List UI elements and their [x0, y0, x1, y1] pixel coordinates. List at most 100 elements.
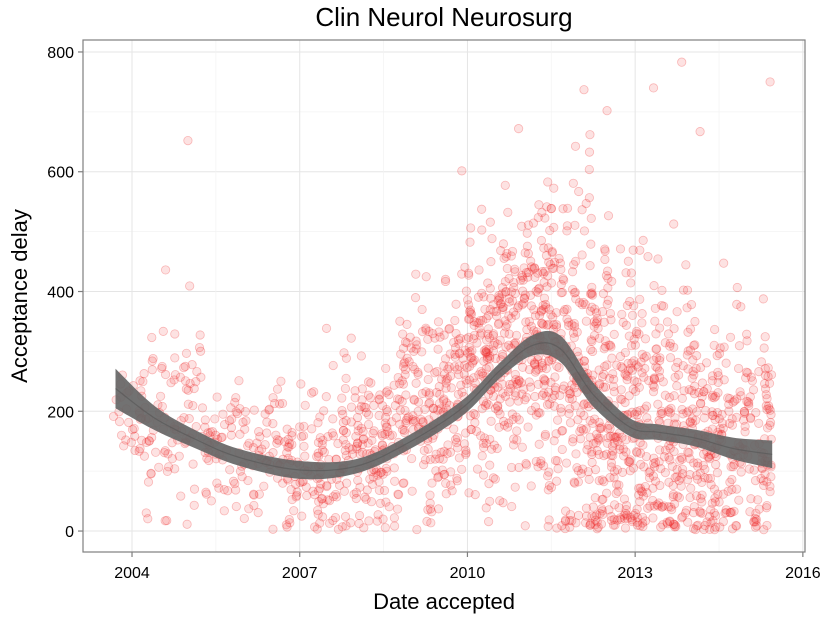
data-point: [710, 415, 720, 425]
data-point: [476, 328, 486, 338]
data-point: [655, 372, 665, 383]
data-point: [671, 362, 681, 373]
data-point: [310, 522, 320, 532]
data-point: [763, 372, 773, 382]
data-point: [410, 416, 421, 426]
data-point: [551, 322, 562, 332]
data-point: [691, 471, 702, 481]
data-point: [455, 348, 465, 358]
data-point: [666, 403, 676, 413]
data-point: [672, 464, 682, 475]
data-point: [729, 396, 740, 406]
data-point: [492, 311, 502, 321]
data-point: [519, 293, 529, 303]
data-point: [500, 276, 510, 287]
data-point: [500, 316, 510, 326]
data-point: [533, 462, 543, 472]
data-point: [374, 476, 384, 487]
data-point: [612, 360, 622, 370]
data-point: [424, 399, 434, 409]
data-point: [749, 517, 759, 527]
data-point: [496, 299, 506, 309]
data-point: [108, 411, 119, 422]
data-point: [397, 396, 407, 407]
data-point: [264, 405, 274, 415]
data-point: [530, 272, 540, 282]
data-point: [511, 338, 521, 348]
data-point: [718, 423, 728, 434]
data-point: [562, 314, 572, 324]
data-point: [547, 248, 557, 258]
data-point: [372, 516, 382, 526]
data-point: [486, 416, 496, 426]
data-point: [238, 417, 248, 427]
data-point: [530, 263, 540, 274]
data-point: [635, 405, 645, 416]
data-point: [693, 520, 703, 530]
data-point: [584, 164, 594, 175]
data-point: [591, 318, 601, 329]
data-point: [533, 379, 543, 390]
data-point: [756, 473, 766, 484]
data-point: [379, 485, 390, 496]
data-point: [284, 439, 295, 449]
data-point: [622, 513, 633, 524]
data-point: [312, 505, 323, 516]
data-point: [677, 454, 687, 464]
data-point: [170, 464, 180, 474]
data-point: [663, 502, 673, 512]
data-point: [299, 421, 309, 431]
data-point: [381, 412, 391, 423]
data-point: [635, 496, 645, 507]
data-point: [527, 355, 537, 365]
data-point: [224, 416, 235, 426]
data-point: [391, 413, 402, 423]
data-point: [601, 449, 612, 459]
data-point: [463, 268, 474, 278]
data-point: [588, 370, 598, 380]
data-point: [604, 505, 614, 515]
data-point: [381, 363, 391, 374]
data-point: [536, 458, 546, 469]
data-point: [439, 469, 450, 479]
data-point: [129, 423, 139, 434]
data-point: [681, 505, 692, 515]
data-point: [421, 323, 431, 333]
data-point: [625, 457, 635, 467]
data-point: [706, 480, 716, 490]
data-point: [174, 451, 184, 461]
data-point: [464, 342, 474, 353]
data-point: [629, 409, 640, 419]
data-point: [669, 342, 679, 352]
data-point: [328, 360, 338, 371]
data-point: [504, 329, 514, 339]
data-point: [711, 522, 721, 532]
data-point: [678, 361, 688, 371]
data-point: [586, 335, 596, 345]
data-point: [231, 485, 241, 495]
data-point: [696, 398, 706, 409]
data-point: [454, 369, 464, 380]
data-point: [490, 338, 500, 348]
data-point: [467, 358, 478, 368]
data-point: [549, 401, 559, 411]
data-point: [578, 297, 589, 308]
data-point: [613, 486, 623, 496]
data-point: [741, 367, 751, 377]
data-point: [534, 310, 545, 321]
data-point: [282, 424, 292, 434]
data-point: [521, 317, 531, 327]
data-point: [648, 483, 658, 493]
data-point: [640, 482, 650, 492]
data-point: [157, 401, 167, 412]
data-point: [578, 425, 588, 435]
data-point: [765, 417, 776, 428]
data-point: [579, 400, 589, 410]
data-point: [300, 400, 310, 410]
data-point: [734, 341, 745, 351]
data-point: [651, 344, 661, 354]
data-point: [331, 489, 341, 500]
data-point: [470, 490, 480, 500]
data-point: [284, 442, 294, 452]
data-point: [439, 330, 449, 340]
